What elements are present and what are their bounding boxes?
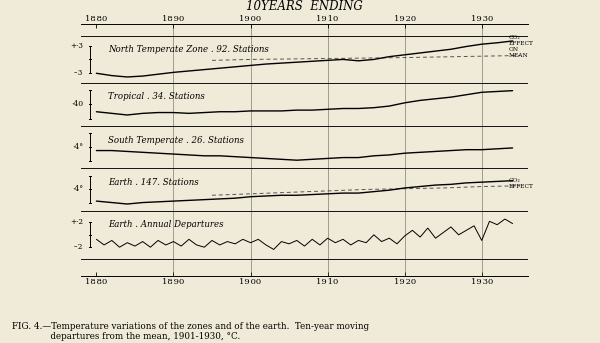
Text: CO₂
EFFECT: CO₂ EFFECT <box>509 178 533 189</box>
Text: North Temperate Zone . 92. Stations: North Temperate Zone . 92. Stations <box>108 45 269 54</box>
Title: 10YEARS  ENDING: 10YEARS ENDING <box>246 0 363 13</box>
Text: -·3: -·3 <box>74 69 83 77</box>
Text: ·40: ·40 <box>71 100 83 108</box>
Text: Tropical . 34. Stations: Tropical . 34. Stations <box>108 92 205 101</box>
Text: CO₂
EFFECT
ON
MEAN: CO₂ EFFECT ON MEAN <box>509 35 533 58</box>
Text: +·2: +·2 <box>70 218 83 226</box>
Text: ·4°: ·4° <box>72 143 83 151</box>
Text: Earth . 147. Stations: Earth . 147. Stations <box>108 178 199 187</box>
Text: -·2: -·2 <box>74 243 83 251</box>
Text: ·4°: ·4° <box>72 186 83 193</box>
Text: FIG. 4.—Temperature variations of the zones and of the earth.  Ten-year moving
 : FIG. 4.—Temperature variations of the zo… <box>12 322 369 341</box>
Text: South Temperate . 26. Stations: South Temperate . 26. Stations <box>108 135 244 144</box>
Text: Earth . Annual Departures: Earth . Annual Departures <box>108 220 223 229</box>
Text: +·3: +·3 <box>70 42 83 50</box>
